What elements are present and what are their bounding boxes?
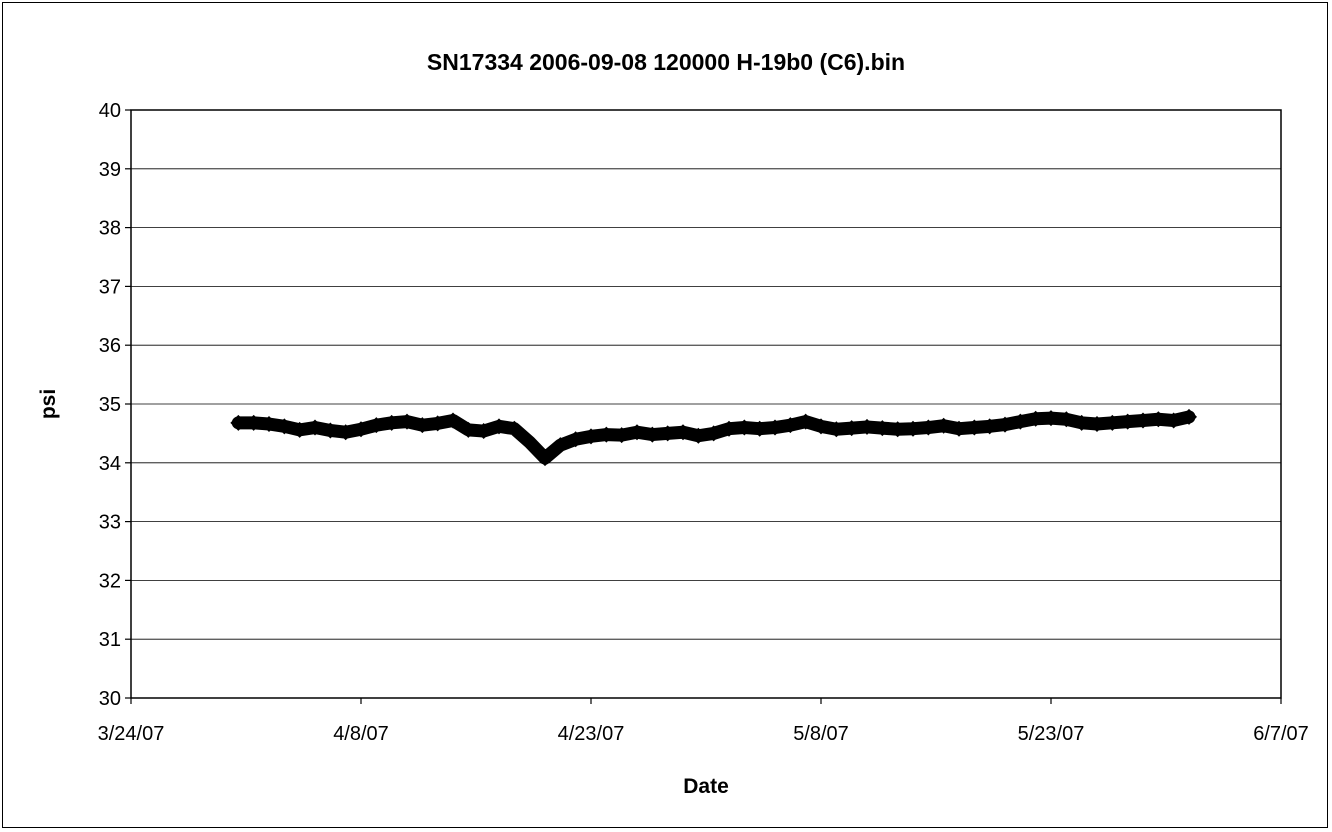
- data-point-marker: [552, 437, 569, 454]
- x-axis-label: Date: [683, 775, 729, 798]
- data-point-marker: [598, 426, 615, 443]
- data-point-marker: [399, 413, 415, 430]
- data-point-marker: [383, 414, 400, 431]
- data-point-marker: [429, 415, 446, 432]
- data-point-marker: [767, 419, 783, 436]
- data-point-marker: [1089, 415, 1105, 432]
- x-tick-label: 5/23/07: [1018, 723, 1085, 745]
- chart-title: SN17334 2006-09-08 120000 H-19b0 (C6).bi…: [427, 49, 905, 75]
- data-point-marker: [813, 418, 829, 435]
- data-point-marker: [337, 424, 354, 441]
- data-point-marker: [583, 428, 599, 445]
- y-tick-label: 36: [99, 335, 121, 357]
- data-point-marker: [460, 421, 477, 438]
- data-point-marker: [935, 417, 952, 434]
- x-tick-label: 6/7/07: [1253, 723, 1309, 745]
- y-tick-label: 38: [99, 218, 121, 240]
- data-point-marker: [322, 422, 339, 439]
- data-point-marker: [491, 418, 507, 435]
- data-point-marker: [843, 420, 860, 437]
- data-point-marker: [644, 426, 661, 443]
- x-tick-label: 3/24/07: [98, 723, 165, 745]
- data-point-marker: [230, 414, 247, 431]
- data-point-marker: [445, 412, 461, 429]
- data-point-marker: [521, 434, 538, 451]
- data-point-marker: [828, 421, 845, 438]
- data-point-marker: [751, 420, 768, 437]
- data-point-marker: [659, 425, 676, 442]
- data-point-marker: [629, 424, 645, 441]
- data-point-marker: [1027, 410, 1044, 427]
- y-tick-label: 34: [99, 453, 121, 475]
- data-point-marker: [261, 415, 277, 432]
- data-point-marker: [797, 413, 814, 430]
- data-point-marker: [1073, 414, 1090, 431]
- y-tick-label: 40: [99, 100, 121, 122]
- data-point-marker: [736, 419, 753, 436]
- data-point-marker: [675, 424, 691, 441]
- y-tick-label: 35: [99, 394, 121, 416]
- data-point-marker: [889, 421, 906, 438]
- y-tick-label: 32: [99, 570, 121, 592]
- y-tick-label: 30: [99, 688, 121, 710]
- x-tick-label: 4/8/07: [333, 723, 389, 745]
- gridlines: [131, 168, 1281, 640]
- data-point-marker: [1165, 412, 1182, 429]
- y-tick-label: 39: [99, 159, 121, 181]
- y-tick-label: 37: [99, 276, 121, 298]
- data-point-marker: [966, 419, 983, 436]
- data-point-marker: [506, 420, 523, 437]
- data-point-marker: [997, 416, 1013, 433]
- data-point-marker: [782, 417, 799, 434]
- y-axis-label: psi: [37, 389, 60, 419]
- data-point-marker: [905, 420, 921, 437]
- data-point-marker: [353, 421, 369, 438]
- data-point-marker: [245, 414, 262, 431]
- data-point-marker: [874, 420, 891, 437]
- x-tick-label: 5/8/07: [793, 723, 849, 745]
- data-point-marker: [414, 417, 431, 434]
- data-point-marker: [1119, 413, 1136, 430]
- data-point-marker: [920, 419, 937, 436]
- y-axis: 30 31 32 33 34 35 36 37 38 39 40: [99, 100, 131, 710]
- data-point-marker: [475, 423, 492, 440]
- data-point-marker: [721, 420, 737, 437]
- data-point-marker: [1135, 412, 1151, 429]
- data-point-marker: [1043, 410, 1059, 427]
- data-point-marker: [981, 418, 998, 435]
- data-point-marker: [307, 419, 323, 436]
- data-point-marker: [1181, 408, 1197, 425]
- x-tick-label: 4/23/07: [558, 723, 625, 745]
- x-axis: 3/24/07 4/8/07 4/23/07 5/8/07 5/23/07 6/7/07: [98, 698, 1309, 745]
- data-point-marker: [1150, 411, 1167, 428]
- data-point-marker: [705, 425, 722, 442]
- y-tick-label: 31: [99, 629, 121, 651]
- data-point-marker: [1058, 411, 1075, 428]
- data-point-marker: [613, 427, 630, 444]
- data-point-marker: [276, 418, 293, 435]
- data-point-marker: [859, 418, 875, 435]
- data-point-marker: [537, 450, 553, 467]
- data-point-marker: [291, 421, 308, 438]
- data-point-marker: [368, 417, 385, 434]
- data-point-marker: [690, 427, 707, 444]
- data-point-marker: [567, 431, 584, 448]
- data-point-marker: [1104, 414, 1121, 431]
- y-tick-label: 33: [99, 512, 121, 534]
- series-psi: [230, 408, 1197, 467]
- data-point-marker: [951, 420, 967, 437]
- data-point-marker: [1012, 413, 1029, 430]
